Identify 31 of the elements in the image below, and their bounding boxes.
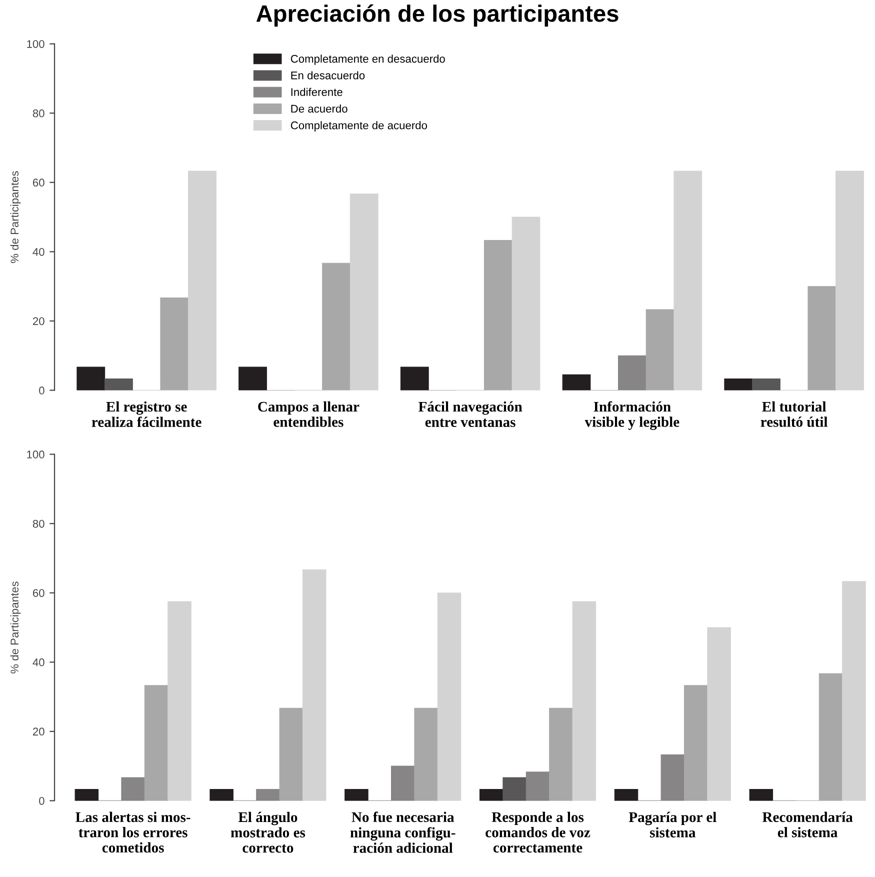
x-tick-label: Pagaría por el sistema <box>628 812 716 838</box>
legend-label: Completamente en desacuerdo <box>290 54 445 65</box>
y-tick-label: 80 <box>32 520 44 528</box>
x-tick-label: Las alertas si mos- traron los errores cometidos <box>76 812 190 853</box>
chart-title: Apreciación de los participantes <box>256 4 618 27</box>
y-tick-label: 0 <box>39 386 44 394</box>
x-tick-label: Responde a los comandos de voz correctamente <box>486 812 590 853</box>
y-tick-label: 100 <box>27 450 44 458</box>
y-tick-label: 60 <box>33 589 44 597</box>
x-tick-label: No fue necesaria ninguna configu- ración adicional <box>350 812 456 853</box>
x-tick-label: El registro se realiza fácilmente <box>92 401 202 427</box>
legend-label: En desacuerdo <box>291 71 365 80</box>
y-tick-label: 40 <box>32 248 44 256</box>
y-tick-label: 60 <box>33 178 44 187</box>
y-tick-label: 100 <box>27 40 44 48</box>
y-tick-label: 0 <box>39 796 44 805</box>
legend-label: De acuerdo <box>291 104 348 113</box>
x-tick-label: El tutorial resultó útil <box>760 401 828 427</box>
y-axis-title: % de Participantes <box>10 582 21 674</box>
y-tick-label: 80 <box>32 109 44 118</box>
x-tick-label: El ángulo mostrado es correcto <box>230 812 306 853</box>
y-tick-label: 40 <box>32 658 44 666</box>
x-tick-label: Información visible y legible <box>584 401 680 430</box>
y-tick-label: 20 <box>32 728 44 736</box>
legend-label: Completamente de acuerdo <box>290 121 428 132</box>
x-tick-label: Fácil navegación entre ventanas <box>418 401 522 428</box>
x-tick-label: Recomendaría el sistema <box>762 812 853 838</box>
legend-label: Indiferente <box>291 88 342 96</box>
x-tick-label: Campos a llenar entendibles <box>258 401 360 427</box>
y-tick-label: 20 <box>32 317 44 326</box>
y-axis-title: % de Participantes <box>10 171 21 263</box>
